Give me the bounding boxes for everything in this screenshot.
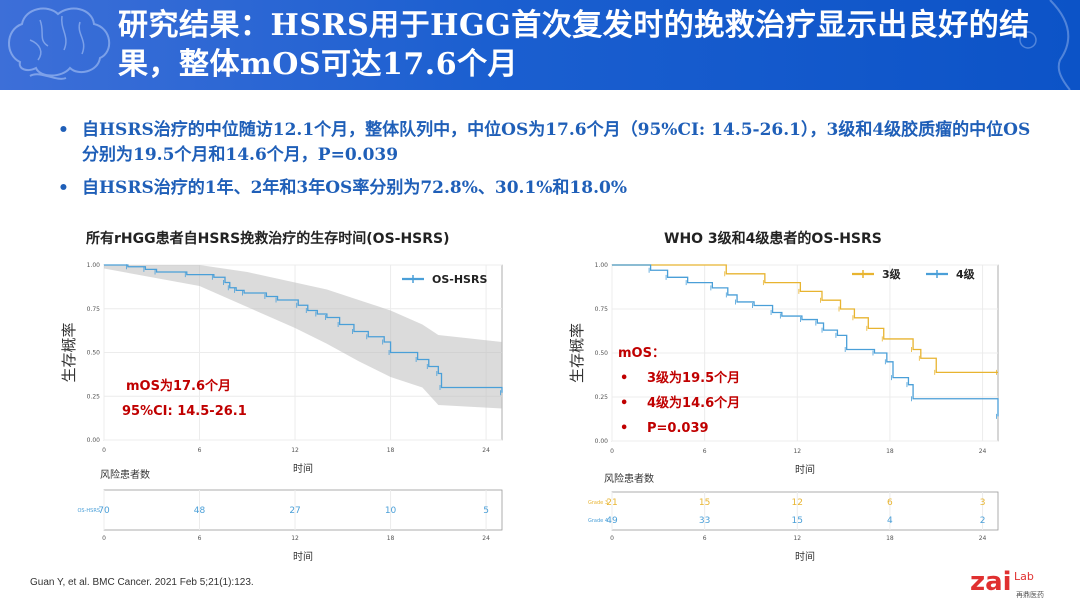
risk-row-label: Grade 4 <box>588 518 608 524</box>
risk-x-tick: 6 <box>703 535 707 542</box>
risk-x-tick: 0 <box>102 535 106 542</box>
risk-x-tick: 12 <box>291 535 299 542</box>
legend-label: 4级 <box>956 267 976 281</box>
y-tick-label: 0.00 <box>595 438 609 445</box>
y-tick-label: 1.00 <box>595 262 609 269</box>
x-tick-label: 12 <box>291 447 299 454</box>
x-axis-label: 时间 <box>293 462 313 475</box>
annotation-bullet: • <box>620 371 628 386</box>
risk-table-title: 风险患者数 <box>604 472 654 485</box>
x-tick-label: 18 <box>886 448 894 455</box>
chart-title-grade: WHO 3级和4级患者的OS-HSRS <box>664 231 882 247</box>
annotation-bullet: • <box>620 421 628 436</box>
risk-x-tick: 12 <box>793 535 801 542</box>
risk-x-tick: 24 <box>979 535 987 542</box>
risk-value: 2 <box>980 516 986 526</box>
y-tick-label: 0.25 <box>595 394 609 401</box>
logo-sup: Lab <box>1014 570 1034 583</box>
risk-x-axis-label: 时间 <box>293 550 313 563</box>
risk-value: 15 <box>699 498 710 508</box>
x-tick-label: 24 <box>482 447 490 454</box>
annotation-text: 95%CI: 14.5-26.1 <box>122 404 247 419</box>
legend-label: 3级 <box>882 267 902 281</box>
y-axis-label: 生存概率 <box>568 323 586 383</box>
x-tick-label: 6 <box>198 447 202 454</box>
risk-value: 3 <box>980 498 986 508</box>
y-axis-label: 生存概率 <box>60 322 78 382</box>
finding-bullet: • 自HSRS治疗的中位随访12.1个月，整体队列中，中位OS为17.6个月（9… <box>58 118 1038 168</box>
risk-table-title: 风险患者数 <box>100 468 150 481</box>
x-tick-label: 0 <box>610 448 614 455</box>
finding-text: 自HSRS治疗的1年、2年和3年OS率分别为72.8%、30.1%和18.0% <box>82 178 627 198</box>
company-logo: zai Lab 再鼎医药 <box>970 567 1044 599</box>
risk-value: 49 <box>606 516 618 526</box>
page-title: 研究结果：HSRS用于HGG首次复发时的挽救治疗显示出良好的结果，整体mOS可达… <box>118 8 1030 82</box>
annotation-text: mOS： <box>618 346 665 361</box>
y-tick-label: 0.50 <box>87 350 101 357</box>
logo-main: zai <box>970 567 1012 597</box>
x-tick-label: 12 <box>793 448 801 455</box>
risk-value: 70 <box>98 506 110 516</box>
series-line <box>612 264 999 417</box>
x-tick-label: 6 <box>703 448 707 455</box>
y-tick-label: 0.75 <box>87 306 101 313</box>
annotation-text: mOS为17.6个月 <box>126 378 231 394</box>
risk-x-tick: 18 <box>886 535 894 542</box>
risk-table-box <box>611 491 999 531</box>
risk-value: 4 <box>887 516 893 526</box>
risk-value: 6 <box>887 498 893 508</box>
risk-value: 12 <box>792 498 803 508</box>
finding-bullet: • 自HSRS治疗的1年、2年和3年OS率分别为72.8%、30.1%和18.0… <box>58 176 1038 201</box>
series-line <box>104 264 503 393</box>
risk-row-label: Grade 3 <box>588 500 608 506</box>
y-tick-label: 0.25 <box>87 393 101 400</box>
risk-value: 48 <box>194 506 206 516</box>
bullet-marker: • <box>58 178 69 198</box>
x-tick-label: 18 <box>387 447 395 454</box>
legend-label: OS-HSRS <box>432 273 487 286</box>
y-tick-label: 0.75 <box>595 306 609 313</box>
y-tick-label: 0.50 <box>595 350 609 357</box>
series-line <box>612 264 998 374</box>
risk-x-tick: 0 <box>610 535 614 542</box>
risk-x-tick: 24 <box>482 535 490 542</box>
brain-icon <box>8 7 110 80</box>
risk-value: 21 <box>606 498 617 508</box>
annotation-text: 4级为14.6个月 <box>647 395 740 411</box>
risk-value: 15 <box>792 516 803 526</box>
risk-value: 10 <box>385 506 397 516</box>
risk-x-axis-label: 时间 <box>795 550 815 563</box>
risk-x-tick: 6 <box>198 535 202 542</box>
x-tick-label: 24 <box>979 448 987 455</box>
x-axis-label: 时间 <box>795 463 815 476</box>
chart-title-overall: 所有rHGG患者自HSRS挽救治疗的生存时间(OS-HSRS) <box>86 231 450 247</box>
risk-value: 27 <box>289 506 300 516</box>
finding-text: 自HSRS治疗的中位随访12.1个月，整体队列中，中位OS为17.6个月（95%… <box>82 120 1031 165</box>
citation: Guan Y, et al. BMC Cancer. 2021 Feb 5;21… <box>30 577 254 588</box>
annotation-text: P=0.039 <box>647 421 709 436</box>
risk-value: 5 <box>483 506 489 516</box>
annotation-bullet: • <box>620 396 628 411</box>
risk-table-box <box>103 489 503 531</box>
slide-header: 研究结果：HSRS用于HGG首次复发时的挽救治疗显示出良好的结果，整体mOS可达… <box>0 0 1080 90</box>
confidence-band <box>104 265 502 409</box>
risk-value: 33 <box>699 516 710 526</box>
head-profile-icon <box>1019 0 1071 90</box>
risk-x-tick: 18 <box>387 535 395 542</box>
y-tick-label: 0.00 <box>87 437 101 444</box>
bullet-marker: • <box>58 120 69 140</box>
y-tick-label: 1.00 <box>87 262 101 269</box>
x-tick-label: 0 <box>102 447 106 454</box>
key-findings: • 自HSRS治疗的中位随访12.1个月，整体队列中，中位OS为17.6个月（9… <box>58 118 1038 209</box>
risk-row-label: OS-HSRS <box>78 508 101 514</box>
logo-sub: 再鼎医药 <box>1016 590 1044 599</box>
annotation-text: 3级为19.5个月 <box>647 370 740 386</box>
